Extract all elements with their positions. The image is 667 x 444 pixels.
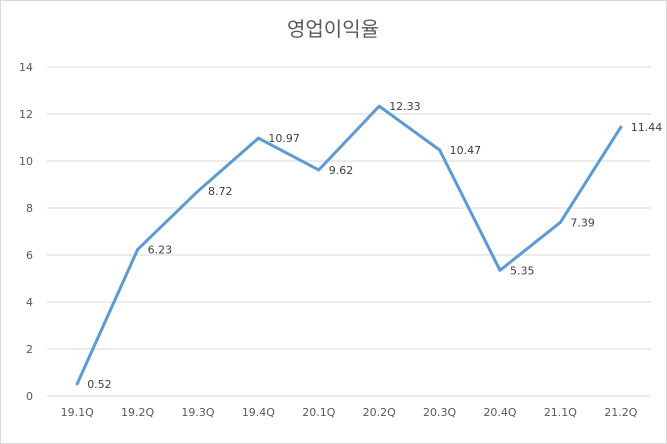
data-point — [196, 189, 200, 193]
data-label: 7.39 — [570, 216, 595, 229]
data-label: 10.47 — [450, 144, 482, 157]
data-label: 11.44 — [631, 121, 663, 134]
x-tick-label: 19.1Q — [61, 406, 94, 419]
y-tick-label: 0 — [26, 390, 33, 403]
data-point — [377, 104, 381, 108]
data-label: 10.97 — [268, 132, 300, 145]
y-tick-label: 6 — [26, 249, 33, 262]
data-point — [558, 220, 562, 224]
y-tick-label: 2 — [26, 343, 33, 356]
x-tick-label: 19.3Q — [181, 406, 214, 419]
data-labels: 0.52 6.23 8.72 10.97 9.62 12.33 10.47 5.35 7.39 1… — [87, 100, 662, 391]
x-axis-ticks: 19.1Q 19.2Q 19.3Q 19.4Q 20.1Q 20.2Q 20.3Q 20.4Q… — [61, 406, 638, 419]
x-tick-label: 20.2Q — [363, 406, 396, 419]
data-label: 6.23 — [148, 244, 173, 257]
y-tick-label: 14 — [19, 61, 33, 74]
data-label: 8.72 — [208, 185, 233, 198]
data-point — [438, 148, 442, 152]
data-point — [75, 382, 79, 386]
chart-title: 영업이익율 — [287, 17, 379, 41]
data-point — [256, 136, 260, 140]
data-point — [317, 168, 321, 172]
y-tick-label: 10 — [19, 155, 33, 168]
data-label: 12.33 — [389, 100, 421, 113]
y-axis-ticks: 0 2 4 6 8 10 12 14 — [19, 61, 33, 403]
data-label: 9.62 — [329, 164, 354, 177]
x-tick-label: 21.2Q — [604, 406, 637, 419]
x-tick-label: 20.4Q — [483, 406, 516, 419]
gridlines — [47, 66, 651, 397]
series-line — [75, 104, 623, 386]
x-tick-label: 20.3Q — [423, 406, 456, 419]
data-point — [136, 248, 140, 252]
y-tick-label: 4 — [26, 296, 33, 309]
x-tick-label: 20.1Q — [302, 406, 335, 419]
x-tick-label: 19.2Q — [121, 406, 154, 419]
data-point — [498, 268, 502, 272]
x-tick-label: 21.1Q — [544, 406, 577, 419]
data-label: 0.52 — [87, 378, 112, 391]
data-point — [619, 125, 623, 129]
y-tick-label: 12 — [19, 108, 33, 121]
y-tick-label: 8 — [26, 202, 33, 215]
data-label: 5.35 — [510, 264, 535, 277]
x-tick-label: 19.4Q — [242, 406, 275, 419]
series-group — [75, 104, 623, 386]
